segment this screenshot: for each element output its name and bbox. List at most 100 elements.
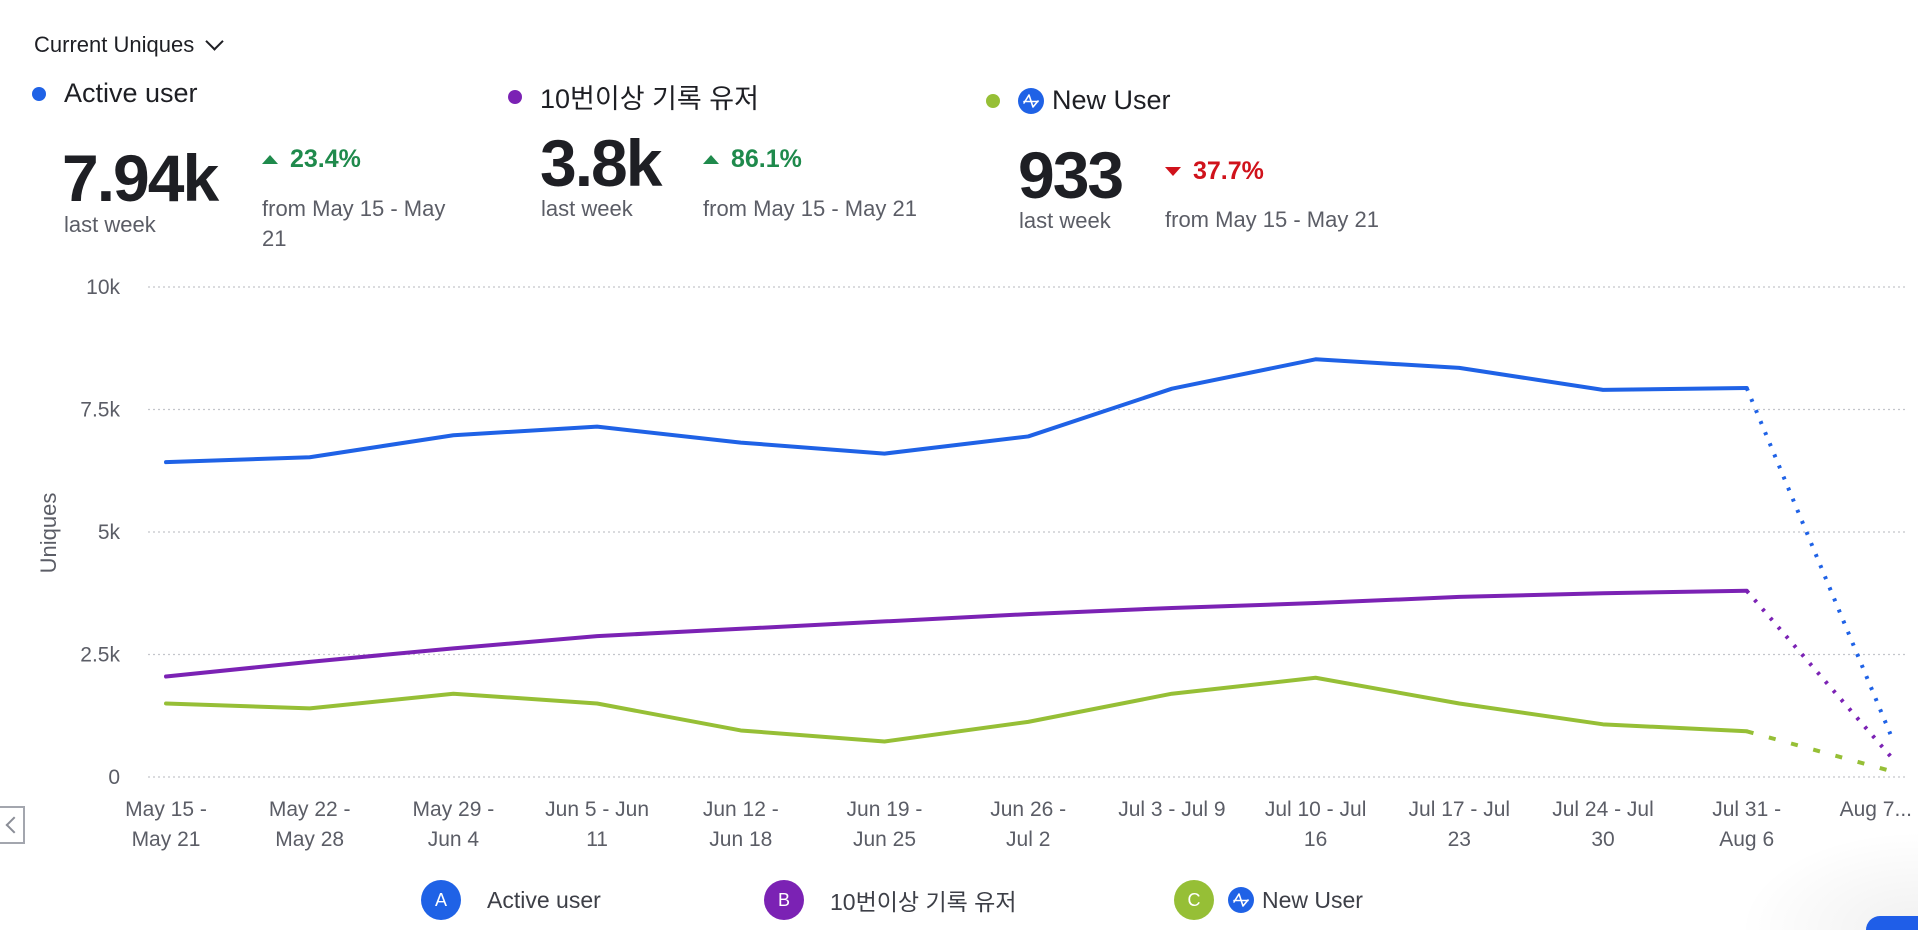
- x-tick-label-line2: Jun 25: [853, 828, 916, 851]
- summary-new-user-from: from May 15 - May 21: [1165, 205, 1379, 235]
- data-point[interactable]: [1453, 591, 1465, 603]
- series-line-incomplete[interactable]: [1745, 589, 1892, 758]
- series-badge: B: [764, 880, 804, 920]
- y-axis-ticks: 0 2.5k 5k 7.5k 10k: [80, 276, 120, 789]
- series-name: Active user: [64, 78, 198, 108]
- data-point[interactable]: [735, 724, 747, 736]
- summary-active-user-title: Active user: [32, 78, 198, 109]
- summary-active-user-value: 7.94k: [62, 141, 219, 215]
- from-line-1: from May 15 - May 21: [1165, 207, 1379, 232]
- x-tick-label: Jun 5 - Jun: [545, 798, 649, 821]
- data-point[interactable]: [591, 630, 603, 642]
- data-point[interactable]: [1597, 384, 1609, 396]
- data-point[interactable]: [1310, 672, 1322, 684]
- summary-10plus-value: 3.8k: [540, 126, 662, 200]
- data-point[interactable]: [1166, 602, 1178, 614]
- data-point[interactable]: [1022, 608, 1034, 620]
- data-point[interactable]: [879, 448, 891, 460]
- data-point[interactable]: [304, 451, 316, 463]
- series-line-incomplete[interactable]: [1744, 387, 1893, 735]
- summary-active-user-period: last week: [64, 212, 156, 237]
- data-point[interactable]: [1597, 718, 1609, 730]
- series-line[interactable]: [164, 357, 1749, 465]
- x-tick-label-line2: 16: [1304, 828, 1327, 851]
- series-badge: A: [421, 880, 461, 920]
- summary-10plus-from: from May 15 - May 21: [703, 194, 917, 224]
- data-point[interactable]: [1310, 597, 1322, 609]
- series-line[interactable]: [164, 588, 1749, 679]
- data-point[interactable]: [591, 421, 603, 433]
- amplitude-icon: [1018, 87, 1044, 114]
- series-line-incomplete[interactable]: [1746, 729, 1891, 773]
- chart-legend: A Active user B 10번이상 기록 유저 C New User: [0, 880, 1918, 924]
- data-point[interactable]: [160, 456, 172, 468]
- data-point[interactable]: [304, 656, 316, 668]
- x-tick-label: Jun 26 -: [990, 798, 1066, 821]
- series-1: [160, 585, 1896, 762]
- data-point[interactable]: [160, 671, 172, 683]
- data-point[interactable]: [160, 698, 172, 710]
- data-point[interactable]: [879, 735, 891, 747]
- help-chat-button[interactable]: [1866, 916, 1918, 930]
- x-tick-label: Jun 19 -: [847, 798, 923, 821]
- summary-new-user-period: last week: [1019, 208, 1111, 233]
- legend-item-10plus[interactable]: B 10번이상 기록 유저: [764, 880, 1016, 920]
- x-tick-label: Jun 12 -: [703, 798, 779, 821]
- data-point[interactable]: [1022, 716, 1034, 728]
- data-point[interactable]: [447, 429, 459, 441]
- data-point[interactable]: [1310, 353, 1322, 365]
- summary-new-user-change: 37.7%: [1165, 157, 1264, 186]
- series-line[interactable]: [164, 675, 1749, 744]
- data-point[interactable]: [1166, 688, 1178, 700]
- collapse-panel-button[interactable]: [0, 806, 25, 844]
- data-point[interactable]: [1166, 383, 1178, 395]
- data-point[interactable]: [447, 688, 459, 700]
- data-point[interactable]: [1741, 382, 1753, 394]
- data-point[interactable]: [1597, 587, 1609, 599]
- from-line-2: 21: [262, 226, 287, 251]
- legend-item-active-user[interactable]: A Active user: [421, 880, 601, 920]
- x-tick-label: Jul 31 -: [1712, 798, 1781, 821]
- y-tick-label: 0: [108, 766, 120, 789]
- data-point[interactable]: [1741, 725, 1753, 737]
- amplitude-icon: [1228, 887, 1254, 913]
- y-tick-label: 2.5k: [80, 644, 120, 667]
- y-axis-label: Uniques: [36, 493, 61, 574]
- data-point[interactable]: [1453, 698, 1465, 710]
- data-point[interactable]: [1022, 430, 1034, 442]
- series-badge: C: [1174, 880, 1214, 920]
- data-point[interactable]: [1741, 585, 1753, 597]
- series-2: [160, 672, 1896, 777]
- series-color-dot: [508, 89, 522, 104]
- data-point[interactable]: [735, 437, 747, 449]
- series-color-dot: [32, 86, 46, 101]
- x-tick-label: Jul 24 - Jul: [1552, 798, 1654, 821]
- legend-item-new-user[interactable]: C New User: [1174, 880, 1363, 920]
- legend-label: New User: [1262, 886, 1363, 913]
- metric-selector-label: Current Uniques: [34, 32, 195, 57]
- data-point[interactable]: [1884, 765, 1896, 777]
- x-tick-label: Jul 10 - Jul: [1265, 798, 1367, 821]
- data-point[interactable]: [304, 702, 316, 714]
- change-value: 37.7%: [1193, 157, 1264, 185]
- x-tick-label-line2: Jun 18: [709, 828, 772, 851]
- summary-10plus-period: last week: [541, 196, 633, 221]
- x-tick-label-line2: May 21: [132, 828, 201, 851]
- legend-label: 10번이상 기록 유저: [830, 889, 1017, 915]
- data-point[interactable]: [735, 623, 747, 635]
- data-point[interactable]: [1453, 362, 1465, 374]
- data-point[interactable]: [1884, 750, 1896, 762]
- data-point[interactable]: [1884, 728, 1896, 740]
- y-tick-label: 10k: [86, 276, 120, 299]
- data-point[interactable]: [591, 698, 603, 710]
- summary-active-user-from: from May 15 - May 21: [262, 194, 445, 254]
- data-point[interactable]: [879, 615, 891, 627]
- from-line-1: from May 15 - May: [262, 196, 446, 221]
- x-tick-label-line2: 11: [586, 828, 608, 851]
- summary-10plus-change: 86.1%: [703, 145, 802, 174]
- x-tick-label-line2: 23: [1448, 828, 1471, 851]
- change-value: 86.1%: [731, 145, 802, 173]
- metric-selector-dropdown[interactable]: Current Uniques: [34, 32, 224, 58]
- data-point[interactable]: [447, 642, 459, 654]
